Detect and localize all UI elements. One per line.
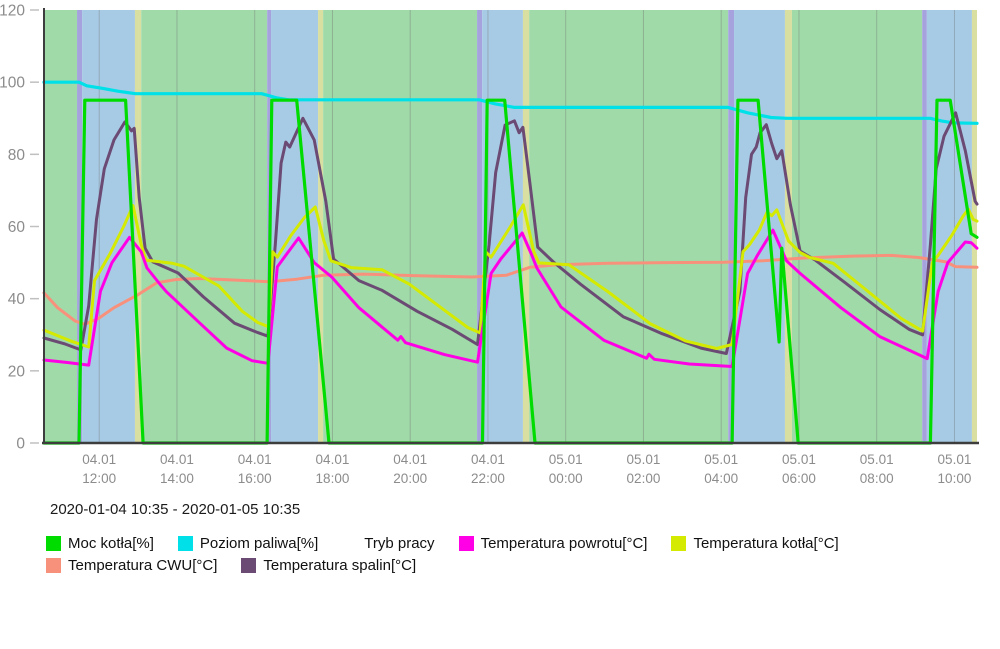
mode-band (522, 10, 530, 443)
mode-band (971, 10, 977, 443)
legend-item-temperatura-powrotu[interactable]: Temperatura powrotu[°C] (458, 535, 648, 552)
mode-band (791, 10, 923, 443)
mode-band (82, 10, 135, 443)
legend-item-tryb-pracy[interactable]: Tryb pracy (342, 535, 434, 552)
y-tick-label: 80 (8, 147, 26, 164)
series-line-temperatura-powrotu (42, 228, 979, 368)
legend-row: Temperatura CWU[°C] Temperatura spalin[°C… (46, 557, 863, 574)
x-tick-label: 04.01 14:00 (160, 452, 194, 486)
mode-band (477, 10, 483, 443)
y-tick-label: 60 (8, 219, 26, 236)
mode-band (44, 10, 78, 443)
x-tick-label: 04.01 22:00 (471, 452, 505, 486)
legend-item-temperatura-kotla[interactable]: Temperatura kotła[°C] (671, 535, 839, 552)
legend-swatch-temperatura-powrotu (458, 536, 474, 551)
legend-row: Moc kotła[%] Poziom paliwa[%] Tryb pracy Te… (46, 535, 863, 552)
y-tick-label: 40 (8, 291, 26, 308)
legend-item-temperatura-cwu[interactable]: Temperatura CWU[°C] (46, 557, 217, 574)
legend-label-temperatura-spalin: Temperatura spalin[°C] (263, 557, 417, 574)
legend-item-poziom-paliwa[interactable]: Poziom paliwa[%] (177, 535, 319, 552)
series-line-temperatura-kotla (42, 203, 979, 350)
y-tick-label: 0 (16, 436, 25, 453)
gridlines (98, 10, 955, 443)
legend-swatch-temperatura-spalin (241, 558, 257, 573)
mode-band (529, 10, 729, 443)
x-tick-label: 05.01 06:00 (782, 452, 816, 486)
x-axis-labels: 04.01 12:00 04.01 14:00 04.01 16:00 04.01 18:00… (82, 452, 971, 486)
legend-swatch-temperatura-cwu (46, 558, 61, 573)
y-axis-labels: 0 20 40 60 80 100 120 (0, 3, 39, 453)
mode-band (922, 10, 927, 443)
x-tick-label: 04.01 18:00 (316, 452, 350, 486)
x-tick-label: 05.01 10:00 (938, 452, 972, 486)
legend-label-tryb-pracy: Tryb pracy (364, 535, 435, 552)
mode-band (784, 10, 792, 443)
legend-item-temperatura-spalin[interactable]: Temperatura spalin[°C] (241, 557, 416, 574)
series-lines (42, 80, 979, 445)
legend-swatch-moc-kotla (46, 536, 61, 551)
x-tick-label: 05.01 02:00 (627, 452, 661, 486)
legend-swatch-temperatura-kotla (671, 536, 687, 551)
mode-bands (44, 10, 977, 443)
legend-swatch-poziom-paliwa (177, 536, 193, 551)
y-tick-label: 120 (0, 3, 25, 20)
legend-swatch-tryb-pracy (342, 536, 357, 551)
x-tick-label: 05.01 04:00 (704, 452, 738, 486)
x-tick-label: 05.01 00:00 (549, 452, 583, 486)
legend-item-moc-kotla[interactable]: Moc kotła[%] (46, 535, 154, 552)
mode-band (271, 10, 319, 443)
x-tick-label: 05.01 08:00 (860, 452, 894, 486)
legend-label-moc-kotla: Moc kotła[%] (68, 535, 154, 552)
y-tick-label: 20 (8, 363, 26, 380)
mode-band (728, 10, 735, 443)
y-tick-label: 100 (0, 75, 25, 92)
mode-band (323, 10, 478, 443)
mode-band (77, 10, 83, 443)
x-tick-label: 04.01 20:00 (393, 452, 427, 486)
date-range-label: 2020-01-04 10:35 - 2020-01-05 10:35 (50, 501, 301, 518)
legend-label-temperatura-powrotu: Temperatura powrotu[°C] (480, 535, 648, 552)
series-line-temperatura-cwu (42, 253, 979, 326)
legend-label-temperatura-kotla: Temperatura kotła[°C] (693, 535, 839, 552)
x-tick-label: 04.01 16:00 (238, 452, 272, 486)
x-tick-label: 04.01 12:00 (82, 452, 116, 486)
legend-label-poziom-paliwa: Poziom paliwa[%] (199, 535, 319, 552)
chart-legend: Moc kotła[%] Poziom paliwa[%] Tryb pracy Te… (46, 535, 863, 579)
mode-band (141, 10, 268, 443)
legend-label-temperatura-cwu: Temperatura CWU[°C] (68, 557, 218, 574)
series-line-moc-kotla (42, 98, 979, 445)
